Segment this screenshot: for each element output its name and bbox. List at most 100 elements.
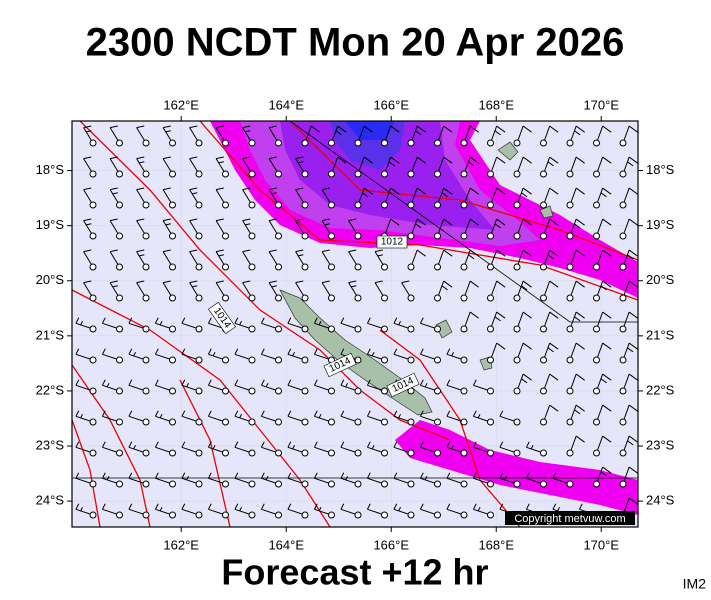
wind-barb xyxy=(566,342,585,364)
barb-station xyxy=(195,139,203,147)
barb-feather xyxy=(472,441,477,448)
barb-feather xyxy=(525,503,530,510)
wind-barb xyxy=(313,317,335,333)
lon-label: 170°E xyxy=(583,97,619,112)
barb-station xyxy=(275,294,282,302)
barb-station xyxy=(354,263,362,271)
wind-barb xyxy=(499,410,521,426)
barb-feather xyxy=(522,218,532,226)
barb-feather xyxy=(245,223,251,226)
wind-barb xyxy=(593,373,612,395)
wind-barb xyxy=(313,503,335,519)
wind-barb xyxy=(313,379,335,395)
barb-station xyxy=(407,449,415,457)
barb-staff xyxy=(650,529,656,546)
wind-barb xyxy=(525,441,547,457)
barb-station xyxy=(89,170,97,178)
barb-station xyxy=(275,387,282,395)
barb-feather xyxy=(159,506,163,512)
wind-barb xyxy=(552,472,574,488)
barb-station xyxy=(434,449,441,457)
barb-feather xyxy=(575,404,585,412)
wind-barb xyxy=(366,317,388,333)
barb-feather xyxy=(499,441,504,448)
barb-station xyxy=(434,325,441,333)
barb-station xyxy=(434,356,441,364)
barb-feather xyxy=(242,125,251,129)
wind-barb xyxy=(499,472,521,488)
barb-feather xyxy=(388,161,395,167)
wind-barb xyxy=(393,410,415,426)
barb-staff xyxy=(129,540,146,546)
barb-station xyxy=(142,511,150,519)
barb-feather xyxy=(469,311,479,319)
barb-station xyxy=(540,139,547,147)
barb-feather xyxy=(260,503,265,510)
barb-station xyxy=(540,356,547,364)
barb-station xyxy=(513,449,521,457)
barb-station xyxy=(301,449,309,457)
barb-station xyxy=(647,512,653,518)
barb-feather xyxy=(366,441,371,448)
barb-station xyxy=(301,418,309,426)
barb-station xyxy=(407,294,415,302)
barb-feather xyxy=(602,156,612,164)
barb-station xyxy=(647,419,653,425)
barb-station xyxy=(301,356,309,364)
barb-feather xyxy=(419,348,424,355)
barb-feather xyxy=(159,320,163,326)
wind-barb xyxy=(434,218,453,240)
barb-staff xyxy=(314,540,331,546)
wind-barb xyxy=(513,342,532,364)
barb-feather xyxy=(578,503,583,510)
barb-feather xyxy=(134,538,136,542)
barb-feather xyxy=(415,223,422,229)
barb-feather xyxy=(557,506,561,512)
wind-barb xyxy=(513,156,532,178)
barb-feather xyxy=(366,379,371,386)
barb-station xyxy=(328,449,335,457)
barb-staff xyxy=(341,540,358,546)
barb-feather xyxy=(496,342,506,350)
barb-feather xyxy=(416,125,426,133)
barb-feather xyxy=(628,435,638,443)
wind-barb xyxy=(136,280,150,302)
wind-barb xyxy=(540,218,559,240)
wind-barb xyxy=(181,503,203,519)
barb-station xyxy=(195,325,203,333)
barb-feather xyxy=(128,317,133,324)
wind-barb xyxy=(242,249,256,271)
wind-barb xyxy=(419,472,441,488)
wind-barb xyxy=(619,218,638,240)
barb-feather xyxy=(656,312,664,318)
wind-barb xyxy=(366,379,388,395)
barb-feather xyxy=(189,187,198,191)
wind-barb xyxy=(619,311,638,333)
barb-feather xyxy=(575,435,585,443)
barb-station xyxy=(593,294,600,302)
wind-barb xyxy=(181,472,203,488)
barb-station xyxy=(593,418,600,426)
barb-feather xyxy=(549,342,559,350)
barb-station xyxy=(301,480,309,488)
barb-feather xyxy=(242,249,251,253)
barb-feather xyxy=(600,192,607,198)
barb-station xyxy=(169,139,176,147)
wind-barb xyxy=(593,156,612,178)
barb-station xyxy=(540,263,547,271)
wind-barb xyxy=(407,156,426,178)
wind-barb xyxy=(162,280,176,302)
barb-station xyxy=(381,263,388,271)
barb-feather xyxy=(340,348,345,355)
barb-station xyxy=(89,139,97,147)
barb-station xyxy=(354,139,362,147)
barb-feather xyxy=(628,497,638,505)
barb-feather xyxy=(215,156,224,160)
barb-feather xyxy=(371,351,375,357)
barb-feather xyxy=(469,187,479,195)
barb-feather xyxy=(446,472,451,479)
barb-feather xyxy=(424,382,428,388)
lon-label: 162°E xyxy=(163,97,199,112)
barb-station xyxy=(619,232,627,240)
wind-barb xyxy=(295,187,309,209)
